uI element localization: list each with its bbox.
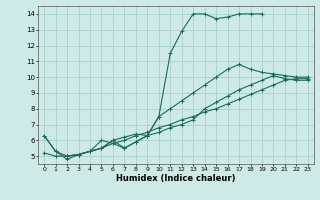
X-axis label: Humidex (Indice chaleur): Humidex (Indice chaleur) [116,174,236,183]
